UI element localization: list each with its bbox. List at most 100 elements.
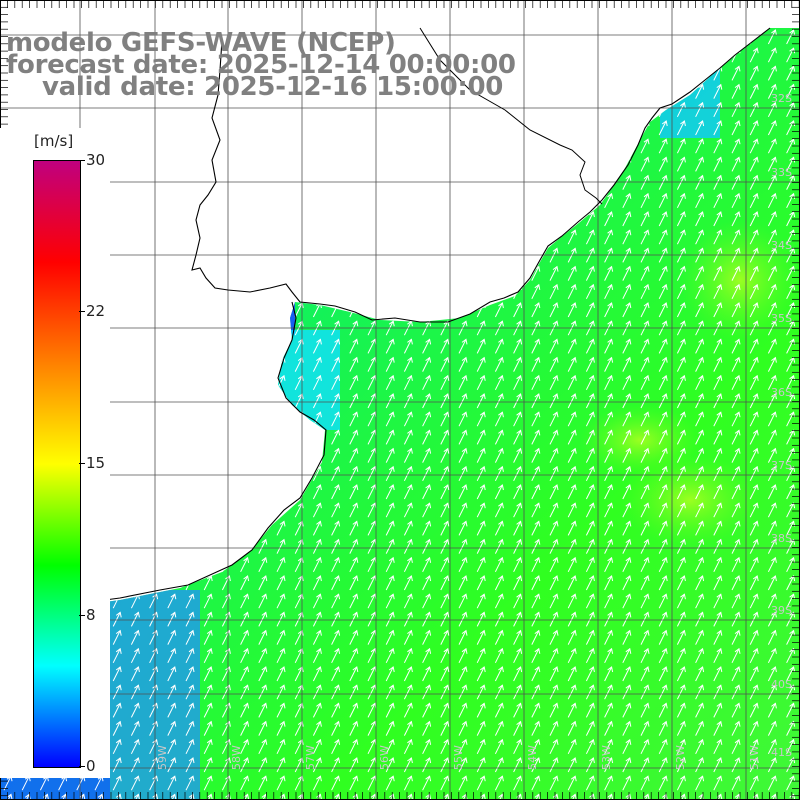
- wind-arrow: [640, 720, 650, 736]
- wind-arrow: [676, 629, 686, 645]
- wind-arrow: [658, 738, 668, 755]
- wind-arrow: [731, 265, 741, 281]
- wind-arrow: [604, 211, 614, 227]
- wind-arrow: [767, 393, 777, 409]
- wind-arrow: [513, 647, 523, 664]
- wind-arrow: [494, 484, 504, 500]
- wind-arrow: [731, 120, 741, 136]
- wind-arrow: [695, 356, 705, 372]
- wind-arrow: [422, 502, 432, 518]
- wind-arrow: [258, 775, 268, 791]
- wind-arrow: [331, 393, 341, 409]
- wind-arrow: [567, 229, 577, 245]
- wind-arrow: [385, 647, 395, 664]
- wind-arrow: [276, 593, 286, 609]
- wind-arrow: [786, 502, 796, 518]
- wind-arrow: [749, 356, 759, 372]
- wind-arrow: [713, 265, 723, 281]
- wind-arrow: [349, 356, 359, 372]
- wind-arrow: [331, 465, 341, 482]
- wind-arrow: [440, 575, 450, 591]
- wind-arrow: [604, 611, 614, 627]
- wind-arrow: [749, 611, 759, 627]
- wind-arrow: [585, 593, 595, 609]
- wind-arrow: [731, 65, 741, 81]
- wind-arrow: [695, 465, 705, 482]
- wind-arrow: [531, 757, 541, 773]
- wind-arrow: [458, 593, 468, 609]
- wind-arrow: [458, 666, 468, 682]
- wind-arrow: [403, 775, 413, 791]
- wind-arrow: [476, 702, 486, 718]
- wind-arrow: [567, 738, 577, 755]
- wind-arrow: [731, 447, 741, 463]
- wind-arrow: [731, 338, 741, 354]
- wind-arrow: [658, 429, 668, 445]
- wind-arrow: [622, 211, 632, 227]
- wind-arrow: [349, 793, 359, 800]
- wind-arrow: [349, 720, 359, 736]
- wind-arrow: [786, 411, 796, 427]
- wind-arrow: [676, 447, 686, 463]
- wind-arrow: [458, 411, 468, 427]
- wind-arrow: [786, 465, 796, 482]
- wind-arrow: [422, 629, 432, 645]
- wind-arrow: [749, 302, 759, 318]
- wind-arrow: [167, 593, 177, 609]
- longitude-label: 57W: [304, 745, 317, 770]
- wind-arrow: [622, 393, 632, 409]
- wind-arrow: [549, 538, 559, 554]
- wind-arrow: [276, 647, 286, 664]
- wind-arrow: [640, 211, 650, 227]
- wind-arrow: [749, 192, 759, 209]
- wind-arrow: [731, 174, 741, 190]
- wind-arrow: [167, 720, 177, 736]
- wind-arrow: [767, 283, 777, 300]
- wind-arrow: [513, 757, 523, 773]
- wind-arrow: [403, 520, 413, 536]
- wind-arrow: [349, 556, 359, 573]
- wind-arrow: [331, 556, 341, 573]
- wind-arrow: [494, 629, 504, 645]
- wind-arrow: [695, 629, 705, 645]
- wind-arrow: [531, 775, 541, 791]
- wind-arrow: [767, 356, 777, 372]
- wind-arrow: [713, 520, 723, 536]
- wind-arrow: [549, 429, 559, 445]
- wind-arrow: [513, 575, 523, 591]
- wind-arrow: [786, 793, 796, 800]
- wind-arrow: [112, 738, 122, 755]
- wind-arrow: [585, 502, 595, 518]
- wind-arrow: [185, 775, 195, 791]
- wind-arrow: [167, 757, 177, 773]
- wind-arrow: [567, 502, 577, 518]
- colorbar-tick-mark: [79, 463, 85, 464]
- wind-arrow: [149, 720, 159, 736]
- wind-arrow: [695, 338, 705, 354]
- wind-arrow: [403, 757, 413, 773]
- wind-arrow: [112, 775, 122, 791]
- wind-arrow: [513, 611, 523, 627]
- wind-arrow: [658, 575, 668, 591]
- wind-arrow: [513, 302, 523, 318]
- latitude-label: 37S: [771, 459, 792, 472]
- wind-arrow: [440, 757, 450, 773]
- wind-arrow: [604, 484, 614, 500]
- wind-arrow: [676, 684, 686, 700]
- wind-arrow: [640, 757, 650, 773]
- wind-arrow: [476, 393, 486, 409]
- wind-arrow: [767, 156, 777, 172]
- wind-arrow: [203, 757, 213, 773]
- wind-arrow: [749, 757, 759, 773]
- wind-arrow: [312, 684, 322, 700]
- wind-arrow: [458, 720, 468, 736]
- wind-arrow: [585, 447, 595, 463]
- wind-arrow: [749, 447, 759, 463]
- wind-arrow: [385, 447, 395, 463]
- wind-arrow: [731, 738, 741, 755]
- wind-arrow: [258, 611, 268, 627]
- wind-arrow: [476, 793, 486, 800]
- wind-arrow: [749, 65, 759, 81]
- wind-arrow: [476, 593, 486, 609]
- wind-arrow: [567, 356, 577, 372]
